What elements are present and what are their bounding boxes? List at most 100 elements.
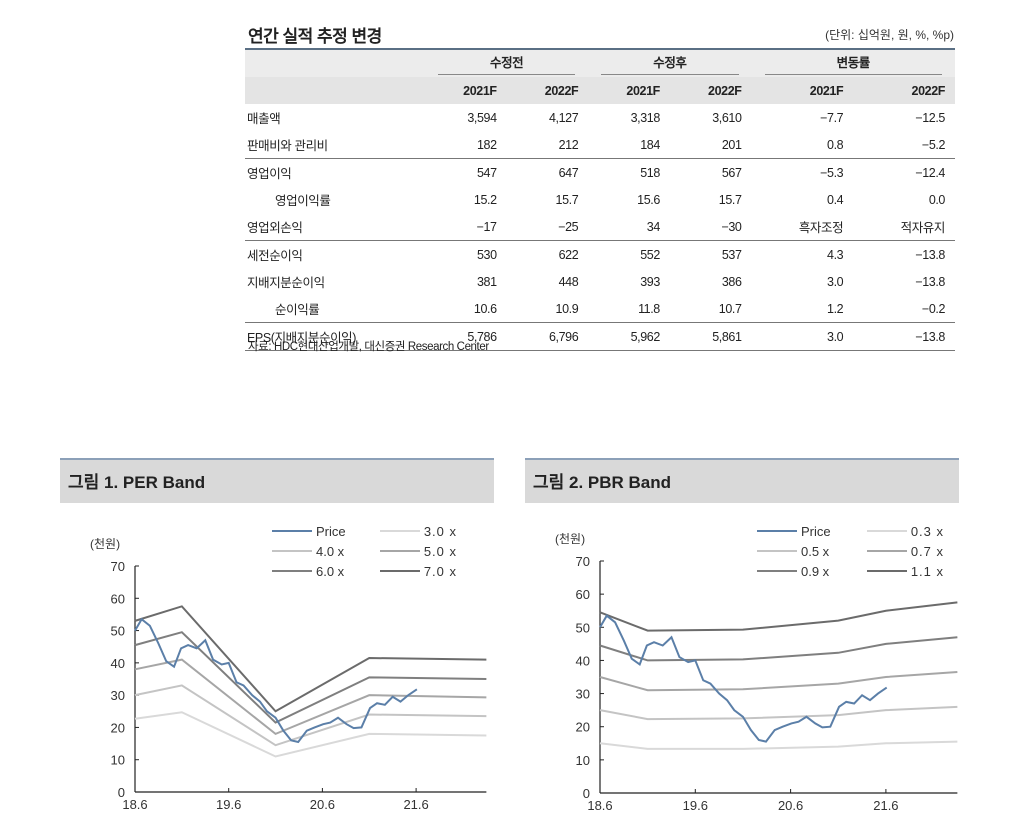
cell-value: 201 — [669, 131, 752, 159]
estimate-revision-table: 수정전 수정후 변동률 2021F 2022F 2021F 2022F 2021… — [245, 48, 955, 351]
price-line — [134, 617, 418, 744]
year-header: 2022F — [853, 77, 955, 104]
y-tick-label: 70 — [576, 554, 590, 569]
x-tick-label: 19.6 — [216, 797, 241, 812]
legend-label: 4.0 x — [316, 544, 345, 559]
legend-label: Price — [316, 524, 346, 539]
cell-value: 10.9 — [506, 295, 589, 323]
figure-2-title: 그림 2. PBR Band — [525, 458, 959, 503]
band-line-70x — [134, 605, 487, 713]
cell-value: −12.4 — [915, 165, 945, 180]
cell-value: 5,786 — [425, 322, 507, 351]
cell-value: 1.2 — [751, 295, 854, 323]
y-tick-label: 10 — [576, 753, 590, 768]
cell-value: 567 — [721, 165, 742, 180]
source-note: 자료: HDC현대산업개발, 대신증권 Research Center — [248, 341, 489, 353]
cell-value: −12.5 — [915, 110, 945, 125]
row-label: 지배지분순이익 — [247, 276, 325, 290]
table-row: 매출액 3,594 4,127 3,318 3,610 −7.7 −12.5 — [245, 104, 955, 131]
table-row: 세전순이익 530 622 552 537 4.3 −13.8 — [245, 241, 955, 269]
cell-value: 4.3 — [827, 247, 844, 262]
unit-label: (단위: 십억원, 원, %, %p) — [825, 28, 954, 42]
cell-value: 622 — [558, 247, 579, 262]
group-header: 수정후 — [601, 52, 739, 75]
cell-value: 537 — [721, 247, 742, 262]
table-title: 연간 실적 추정 변경 — [248, 27, 382, 46]
figure-1-title: 그림 1. PER Band — [60, 458, 494, 503]
cell-value: 5,962 — [588, 322, 670, 351]
band-line-09x — [599, 636, 958, 662]
cell-value: −5.2 — [853, 131, 955, 159]
y-axis-unit: (천원) — [555, 531, 585, 546]
group-header-row: 수정전 수정후 변동률 — [245, 49, 955, 77]
x-tick-label: 20.6 — [310, 797, 335, 812]
table-row: 순이익률 10.6 10.9 11.8 10.7 1.2 −0.2 — [245, 295, 955, 323]
x-tick-label: 21.6 — [403, 797, 428, 812]
cell-value: 386 — [721, 274, 742, 289]
cell-value: 15.2 — [473, 192, 497, 207]
y-axis-unit: (천원) — [90, 536, 120, 551]
legend-label: 0.3 x — [911, 524, 944, 539]
band-line-50x — [134, 658, 487, 736]
cell-value: 182 — [425, 131, 507, 159]
y-tick-label: 20 — [111, 720, 125, 735]
cell-value: 3,318 — [630, 110, 661, 125]
cell-value: 552 — [640, 247, 660, 262]
y-tick-label: 40 — [576, 653, 590, 668]
row-label: 판매비와 관리비 — [245, 131, 425, 159]
year-header: 2021F — [425, 77, 507, 104]
cell-value: 647 — [558, 165, 579, 180]
band-line-07x — [599, 671, 958, 692]
row-label: 영업외손익 — [245, 213, 425, 241]
cell-value: 10.6 — [425, 295, 507, 323]
y-tick-label: 40 — [111, 656, 125, 671]
band-line-30x — [134, 711, 487, 758]
y-tick-label: 50 — [576, 620, 590, 635]
cell-value: 적자유지 — [853, 213, 955, 241]
cell-value: 5,861 — [669, 322, 752, 351]
legend-label: Price — [801, 524, 831, 539]
y-tick-label: 10 — [111, 753, 125, 768]
cell-value: −13.8 — [915, 247, 945, 262]
legend-label: 6.0 x — [316, 564, 345, 579]
row-label: 세전순이익 — [247, 249, 303, 263]
table-row: 영업이익 547 647 518 567 −5.3 −12.4 — [245, 159, 955, 187]
group-header: 수정전 — [438, 52, 576, 75]
cell-value: 11.8 — [588, 295, 670, 323]
table-row: 영업이익률 15.2 15.7 15.6 15.7 0.4 0.0 — [245, 186, 955, 213]
cell-value: 0.8 — [751, 131, 854, 159]
cell-value: 184 — [588, 131, 670, 159]
cell-value: 6,796 — [506, 322, 589, 351]
cell-value: 212 — [506, 131, 589, 159]
x-tick-label: 18.6 — [587, 798, 612, 813]
cell-value: 0.0 — [928, 192, 946, 207]
pbr-band-chart: (천원) 0 10 20 30 40 50 60 70 18.6 19.6 20.6 21.6 Price… — [555, 524, 958, 813]
cell-value: −5.3 — [820, 165, 844, 180]
cell-value: 3,610 — [712, 110, 742, 125]
cell-value: 448 — [558, 274, 579, 289]
cell-value: 393 — [640, 274, 660, 289]
x-tick-label: 19.6 — [683, 798, 708, 813]
cell-value: 381 — [476, 274, 497, 289]
per-band-chart: (천원) 0 10 20 30 40 50 60 70 18.6 19.6 20.6 21.6 Price… — [90, 524, 487, 812]
cell-value: 547 — [476, 165, 497, 180]
table-row: 지배지분순이익 381 448 393 386 3.0 −13.8 — [245, 268, 955, 295]
x-tick-label: 21.6 — [873, 798, 898, 813]
legend-label: 0.7 x — [911, 544, 944, 559]
cell-value: 흑자조정 — [751, 213, 854, 241]
legend-label: 3.0 x — [424, 524, 457, 539]
table-row: EPS(지배지분순이익) 5,786 6,796 5,962 5,861 3.0 −13.8 — [245, 322, 955, 351]
cell-value: 3,594 — [467, 110, 497, 125]
cell-value: 4,127 — [548, 110, 579, 125]
year-header: 2021F — [751, 77, 854, 104]
table-row: 판매비와 관리비 182 212 184 201 0.8 −5.2 — [245, 131, 955, 159]
cell-value: 3.0 — [827, 274, 844, 289]
cell-value: −7.7 — [820, 110, 844, 125]
y-tick-label: 70 — [111, 559, 125, 574]
row-label: 영업이익률 — [275, 194, 331, 208]
band-line-05x — [599, 705, 958, 721]
y-tick-label: 60 — [576, 587, 590, 602]
row-label: EPS(지배지분순이익) — [245, 322, 425, 351]
legend-label: 7.0 x — [424, 564, 457, 579]
row-label: 순이익률 — [245, 295, 425, 323]
